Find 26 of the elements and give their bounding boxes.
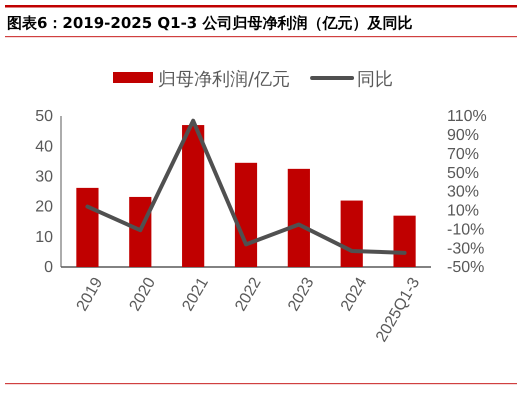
- bar: [288, 168, 310, 267]
- y-tick-label: 10: [35, 228, 54, 246]
- y-tick-label: 50: [35, 108, 54, 126]
- legend-label: 归母净利润/亿元: [158, 69, 290, 90]
- chart-title: 图表6：2019-2025 Q1-3 公司归母净利润（亿元）及同比: [7, 14, 412, 32]
- y2-tick-label: 70%: [447, 146, 480, 163]
- y2-tick-label: 110%: [447, 108, 487, 126]
- y2-tick-label: 30%: [447, 184, 480, 201]
- y2-tick-label: -30%: [447, 240, 484, 258]
- bar: [182, 125, 204, 267]
- legend-label: 同比: [357, 69, 394, 90]
- y-tick-label: 30: [35, 168, 54, 186]
- y2-tick-label: 90%: [447, 126, 480, 144]
- y-tick-label: 20: [35, 198, 54, 216]
- bar: [340, 200, 363, 267]
- y2-tick-label: 10%: [447, 202, 480, 220]
- y-tick-label: 40: [35, 138, 54, 156]
- y2-tick-label: 50%: [447, 164, 480, 182]
- bar: [234, 162, 258, 267]
- bar: [76, 188, 99, 267]
- y-tick-label: 0: [44, 259, 54, 276]
- y2-tick-label: -50%: [447, 259, 484, 276]
- bar: [129, 196, 152, 267]
- bar: [393, 216, 416, 267]
- y2-tick-label: -10%: [447, 221, 484, 238]
- line-series: [85, 118, 407, 255]
